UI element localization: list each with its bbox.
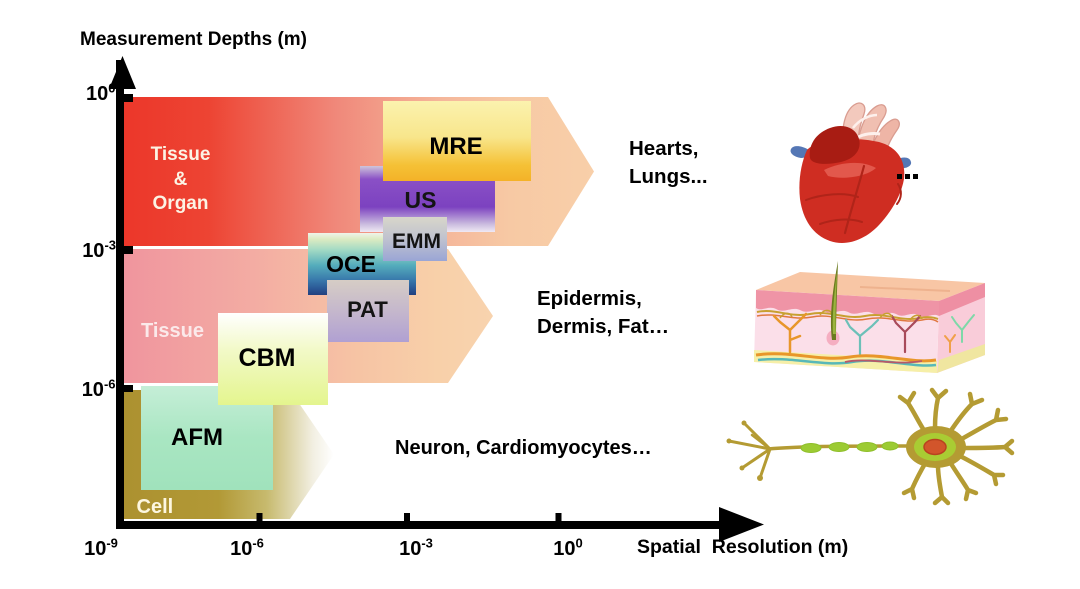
svg-text:CBM: CBM: [239, 344, 296, 372]
svg-text:100: 100: [86, 81, 115, 106]
svg-text:Measurement Depths (m): Measurement Depths (m): [80, 29, 307, 50]
svg-text:Dermis, Fat…: Dermis, Fat…: [537, 315, 669, 338]
svg-text:Spatial Resolution (m): Spatial Resolution (m): [637, 536, 848, 558]
svg-text:&: &: [174, 169, 188, 190]
svg-text:Lungs...: Lungs...: [629, 165, 708, 188]
svg-text:EMM: EMM: [392, 230, 441, 253]
svg-text:Hearts,: Hearts,: [629, 137, 699, 160]
svg-text:10-6: 10-6: [230, 536, 264, 561]
svg-text:Epidermis,: Epidermis,: [537, 287, 642, 310]
svg-text:10-9: 10-9: [84, 536, 118, 561]
svg-text:US: US: [405, 187, 437, 213]
svg-text:Tissue: Tissue: [151, 144, 211, 165]
svg-text:10-6: 10-6: [82, 377, 116, 402]
svg-text:Cell: Cell: [137, 496, 174, 518]
svg-text:Tissue: Tissue: [141, 320, 204, 342]
svg-text:Neuron, Cardiomyocytes…: Neuron, Cardiomyocytes…: [395, 437, 652, 459]
svg-text:100: 100: [553, 536, 582, 561]
svg-text:OCE: OCE: [326, 251, 376, 277]
svg-text:Organ: Organ: [153, 193, 209, 214]
svg-text:10-3: 10-3: [82, 238, 116, 263]
svg-text:10-3: 10-3: [399, 536, 433, 561]
svg-text:AFM: AFM: [171, 424, 223, 451]
svg-text:PAT: PAT: [347, 297, 388, 322]
svg-text:MRE: MRE: [429, 133, 482, 160]
